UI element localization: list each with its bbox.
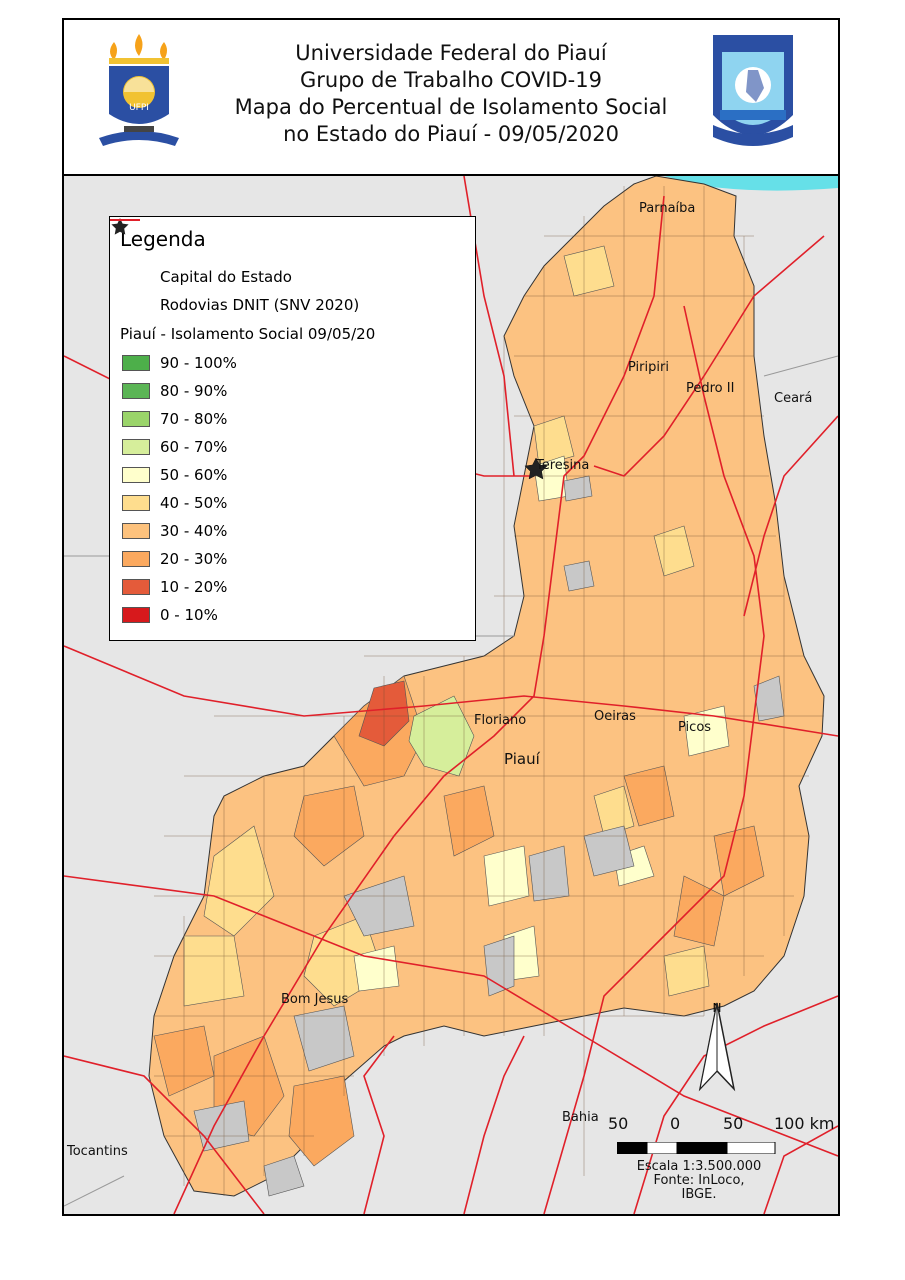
place-label-piaui: Piauí [504, 750, 540, 768]
north-arrow-icon: N [692, 1001, 742, 1092]
scale-ratio-text: Escala 1:3.500.000 [636, 1159, 762, 1174]
map-frame: UFPI Universidade Federal do Piauí Grupo… [62, 18, 840, 1216]
place-label-tocantins: Tocantins [67, 1144, 128, 1159]
legend-swatch [122, 383, 150, 399]
place-label-pedro-ii: Pedro II [686, 381, 735, 396]
legend-class-row: 80 - 90% [120, 377, 465, 405]
place-label-oeiras: Oeiras [594, 709, 636, 724]
legend-class-row: 50 - 60% [120, 461, 465, 489]
legend-swatch [122, 355, 150, 371]
legend-capital-row: Capital do Estado [111, 218, 465, 291]
place-label-bom-jesus: Bom Jesus [281, 992, 349, 1007]
sea-shape [664, 176, 838, 191]
legend-class-label: 70 - 80% [160, 410, 228, 428]
legend-roads-label: Rodovias DNIT (SNV 2020) [160, 296, 360, 314]
svg-text:UFPI: UFPI [129, 103, 149, 113]
legend-title: Legenda [120, 227, 206, 251]
ufpi-logo-icon: UFPI [94, 30, 184, 160]
place-label-bahia: Bahia [562, 1110, 599, 1125]
scale-tick-2: 50 [723, 1114, 744, 1133]
legend-capital-label: Capital do Estado [160, 268, 292, 286]
legend-swatch [122, 551, 150, 567]
legend-class-row: 40 - 50% [120, 489, 465, 517]
legend-classes-title: Piauí - Isolamento Social 09/05/20 [120, 325, 376, 343]
map-area[interactable]: Parnaíba Piripiri Pedro II Ceará Teresin… [64, 176, 838, 1214]
legend-class-label: 80 - 90% [160, 382, 228, 400]
legend-swatch [122, 607, 150, 623]
title-line: no Estado do Piauí - 09/05/2020 [283, 122, 619, 146]
legend-class-row: 0 - 10% [120, 601, 465, 629]
legend-class-label: 50 - 60% [160, 466, 228, 484]
title-line: Mapa do Percentual de Isolamento Social [234, 95, 668, 119]
map-title: Universidade Federal do Piauí Grupo de T… [194, 40, 708, 148]
legend-class-row: 20 - 30% [120, 545, 465, 573]
legend-roads-row: Rodovias DNIT (SNV 2020) [110, 219, 465, 319]
capital-star-icon [524, 457, 548, 480]
legend-class-label: 60 - 70% [160, 438, 228, 456]
legend-swatch [122, 495, 150, 511]
map-legend: Legenda Capital do Estado Rodovias DNIT … [109, 216, 476, 641]
legend-swatch [122, 439, 150, 455]
scale-tick-0: 50 [608, 1114, 629, 1133]
title-line: Grupo de Trabalho COVID-19 [300, 68, 602, 92]
source-text: Fonte: InLoco, IBGE. [653, 1173, 745, 1202]
legend-class-label: 0 - 10% [160, 606, 218, 624]
legend-class-label: 40 - 50% [160, 494, 228, 512]
legend-class-label: 20 - 30% [160, 550, 228, 568]
policia-militar-badge-icon [708, 30, 798, 160]
place-label-teresina: Teresina [536, 458, 590, 473]
legend-classes: 90 - 100% 80 - 90% 70 - 80% 60 - 70% 50 … [120, 349, 465, 629]
legend-swatch [122, 467, 150, 483]
legend-class-label: 90 - 100% [160, 354, 237, 372]
legend-class-label: 30 - 40% [160, 522, 228, 540]
legend-class-row: 30 - 40% [120, 517, 465, 545]
legend-swatch [122, 523, 150, 539]
place-label-parnaiba: Parnaíba [639, 201, 696, 216]
scale-tick-3: 100 km [774, 1114, 835, 1133]
map-header: UFPI Universidade Federal do Piauí Grupo… [64, 20, 838, 176]
title-line: Universidade Federal do Piauí [295, 41, 607, 65]
place-label-floriano: Floriano [474, 713, 527, 728]
place-label-piripiri: Piripiri [628, 360, 669, 375]
legend-class-row: 60 - 70% [120, 433, 465, 461]
legend-class-row: 90 - 100% [120, 349, 465, 377]
legend-swatch [122, 411, 150, 427]
legend-swatch [122, 579, 150, 595]
place-label-ceara: Ceará [774, 391, 813, 406]
legend-class-row: 70 - 80% [120, 405, 465, 433]
legend-class-row: 10 - 20% [120, 573, 465, 601]
legend-class-label: 10 - 20% [160, 578, 228, 596]
place-label-picos: Picos [678, 720, 712, 735]
scale-tick-1: 0 [670, 1114, 681, 1133]
